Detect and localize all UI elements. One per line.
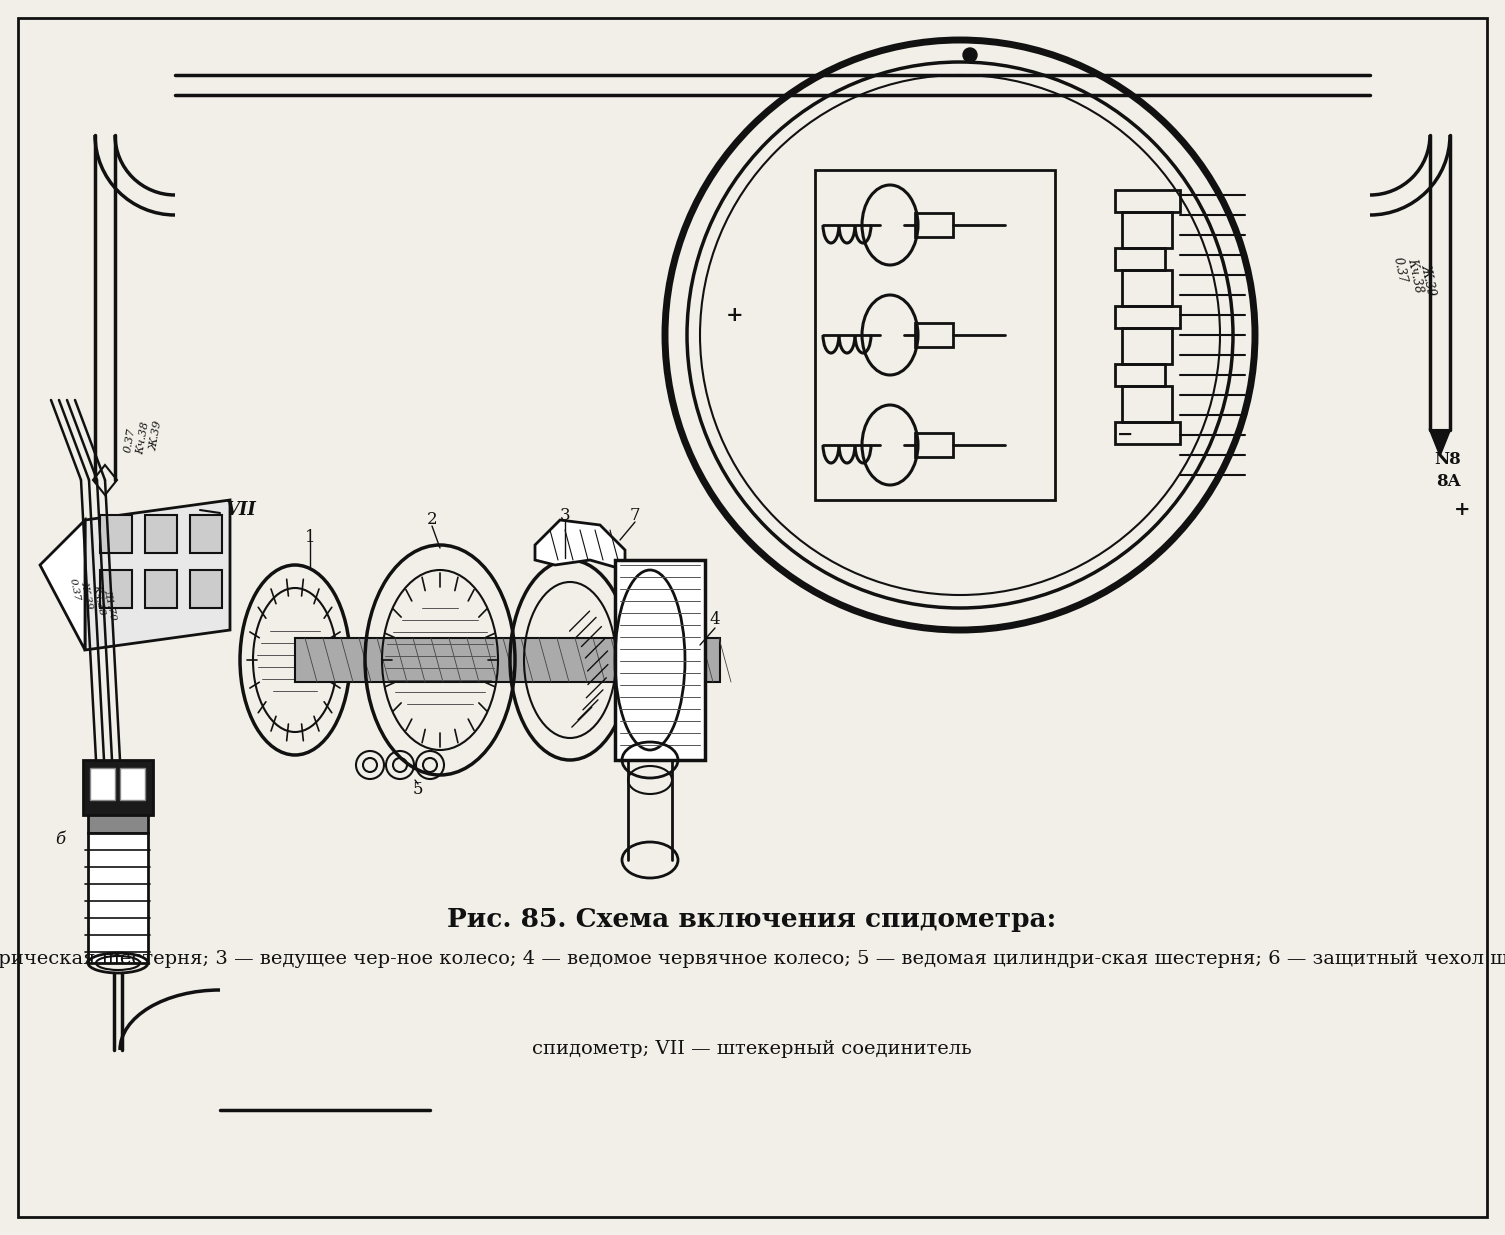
Bar (144, 515, 178, 553)
Text: Ж.39: Ж.39 (80, 580, 95, 610)
Polygon shape (41, 520, 84, 650)
Text: 1 — датчик; 2 — ведущая цилиндрическая шестерня; 3 — ведущее чер‐ное колесо; 4 —: 1 — датчик; 2 — ведущая цилиндрическая ш… (0, 950, 1505, 968)
Bar (616, 559, 704, 760)
Bar (1115, 306, 1180, 329)
Text: 1: 1 (304, 529, 316, 546)
Bar (816, 170, 1055, 500)
Polygon shape (84, 500, 230, 650)
Bar (915, 212, 953, 237)
Bar (1115, 364, 1165, 387)
Text: Кч.38: Кч.38 (92, 584, 107, 616)
Text: 0.37: 0.37 (68, 578, 81, 603)
Bar (87, 815, 147, 832)
Bar (190, 571, 223, 608)
Text: 0.37: 0.37 (1391, 256, 1409, 284)
Text: Ж.39: Ж.39 (1418, 263, 1437, 296)
Bar (83, 760, 154, 815)
Text: 4: 4 (710, 611, 721, 629)
Bar (915, 324, 953, 347)
Bar (915, 433, 953, 457)
Bar (1123, 329, 1172, 364)
Bar (99, 515, 132, 553)
Bar (1115, 248, 1165, 270)
Text: 0.37: 0.37 (123, 427, 137, 453)
Polygon shape (534, 520, 625, 571)
Text: 7: 7 (629, 506, 640, 524)
Bar (144, 571, 178, 608)
Bar (1123, 387, 1172, 422)
Text: Кч.38: Кч.38 (135, 421, 150, 456)
Text: Д1.70: Д1.70 (104, 589, 119, 621)
Text: VII: VII (224, 501, 256, 519)
Text: 5: 5 (412, 782, 423, 799)
Text: +: + (1454, 501, 1470, 519)
Text: −: − (1117, 426, 1133, 445)
Text: Кч.38: Кч.38 (1406, 257, 1425, 294)
Bar (295, 638, 719, 682)
Bar (1115, 422, 1180, 445)
Text: б: б (56, 831, 65, 848)
Text: Рис. 85. Схема включения спидометра:: Рис. 85. Схема включения спидометра: (447, 908, 1057, 932)
Polygon shape (1430, 430, 1449, 454)
Bar (90, 768, 114, 800)
Bar (190, 515, 223, 553)
Text: +: + (727, 305, 743, 325)
Bar (1115, 190, 1180, 212)
Bar (99, 571, 132, 608)
Text: N8: N8 (1434, 452, 1461, 468)
Bar (1123, 270, 1172, 306)
Text: 8A: 8A (1436, 473, 1460, 490)
Circle shape (963, 48, 977, 62)
Text: 2: 2 (427, 511, 438, 529)
Text: спидометр; VII — штекерный соединитель: спидометр; VII — штекерный соединитель (533, 1040, 972, 1058)
Bar (1123, 212, 1172, 248)
Text: 3: 3 (560, 506, 570, 524)
Bar (87, 832, 147, 963)
Bar (120, 768, 144, 800)
Text: Ж.39: Ж.39 (149, 420, 164, 452)
